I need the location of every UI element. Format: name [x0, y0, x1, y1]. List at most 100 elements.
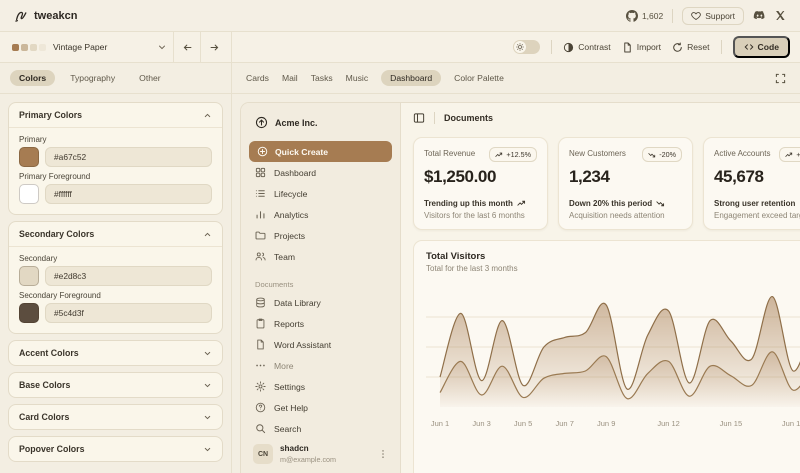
svg-text:Jun 1: Jun 1 [431, 419, 449, 428]
badge-value: +12.5% [796, 150, 800, 159]
sidebar-item-label: Settings [274, 382, 305, 392]
stat-card-total-revenue: Total Revenue +12.5% $1,250.00 Trending … [413, 137, 548, 230]
previous-theme-button[interactable] [174, 32, 200, 62]
tab-typography[interactable]: Typography [61, 70, 124, 86]
tab-mail[interactable]: Mail [282, 73, 298, 83]
footer-main-text: Down 20% this period [569, 199, 652, 208]
action-bar: Contrast Import Reset Code [232, 32, 800, 62]
svg-text:Jun 5: Jun 5 [514, 419, 532, 428]
svg-text:Jun 15: Jun 15 [720, 419, 743, 428]
color-field: #5c4d3f [19, 303, 212, 323]
field-label: Secondary [19, 254, 212, 263]
section-title: Base Colors [19, 380, 70, 390]
github-icon [626, 10, 638, 22]
trending-down-icon [648, 151, 656, 159]
sidebar-item-dashboard[interactable]: Dashboard [249, 162, 392, 183]
section-title: Accent Colors [19, 348, 79, 358]
quick-create-button[interactable]: Quick Create [249, 141, 392, 162]
import-button[interactable]: Import [622, 42, 661, 53]
org-name: Acme Inc. [275, 118, 318, 128]
ellipsis-vertical-icon[interactable] [378, 449, 388, 459]
sidebar-item-analytics[interactable]: Analytics [249, 204, 392, 225]
divider [721, 40, 722, 54]
theme-name: Vintage Paper [53, 42, 155, 52]
chevron-down-icon [203, 349, 212, 358]
tab-colors[interactable]: Colors [10, 70, 55, 86]
tab-music[interactable]: Music [346, 73, 368, 83]
popover-colors-header[interactable]: Popover Colors [9, 437, 222, 461]
secondary-foreground-swatch[interactable] [19, 303, 39, 323]
secondary-colors-header[interactable]: Secondary Colors [9, 222, 222, 247]
tab-dashboard[interactable]: Dashboard [381, 70, 441, 86]
base-colors-header[interactable]: Base Colors [9, 373, 222, 397]
sun-icon [516, 43, 524, 51]
primary-foreground-input[interactable]: #ffffff [45, 184, 212, 204]
sidebar-item-word-assistant[interactable]: Word Assistant [249, 334, 392, 355]
secondary-color-swatch[interactable] [19, 266, 39, 286]
color-editor-panel: Primary Colors Primary #a67c52 Primary F… [0, 94, 232, 473]
brand[interactable]: tweakcn [14, 9, 77, 23]
stat-value: 45,678 [714, 167, 800, 187]
fullscreen-button[interactable] [775, 73, 786, 84]
contrast-icon [563, 42, 574, 53]
card-colors-header[interactable]: Card Colors [9, 405, 222, 429]
primary-color-input[interactable]: #a67c52 [45, 147, 212, 167]
stat-label: New Customers [569, 147, 626, 158]
accent-colors-header[interactable]: Accent Colors [9, 341, 222, 365]
chevron-down-icon [157, 42, 167, 52]
discord-icon [753, 9, 766, 22]
light-dark-toggle[interactable] [513, 40, 540, 54]
secondary-foreground-input[interactable]: #5c4d3f [45, 303, 212, 323]
code-button[interactable]: Code [733, 36, 790, 58]
tab-tasks[interactable]: Tasks [311, 73, 333, 83]
sidebar-item-search[interactable]: Search [249, 418, 392, 439]
star-count: 1,602 [642, 11, 663, 21]
contrast-button[interactable]: Contrast [563, 42, 610, 53]
trending-up-icon [785, 151, 793, 159]
github-stars[interactable]: 1,602 [626, 10, 663, 22]
trend-badge: -20% [642, 147, 682, 162]
support-button[interactable]: Support [682, 7, 744, 25]
tab-color-palette[interactable]: Color Palette [454, 73, 504, 83]
panel-left-icon[interactable] [413, 112, 425, 124]
secondary-color-input[interactable]: #e2d8c3 [45, 266, 212, 286]
reset-button[interactable]: Reset [672, 42, 709, 53]
trending-up-icon [517, 199, 526, 208]
support-label: Support [705, 11, 735, 21]
sidebar-item-projects[interactable]: Projects [249, 225, 392, 246]
editor-tabs: Colors Typography Other [0, 63, 232, 93]
stat-value: $1,250.00 [424, 167, 537, 187]
page-title: Documents [444, 113, 493, 123]
stat-footer-main: Strong user retention [714, 199, 800, 208]
gear-icon [255, 381, 266, 392]
chevron-down-icon [203, 445, 212, 454]
field-label: Primary [19, 135, 212, 144]
discord-link[interactable] [753, 9, 766, 22]
theme-swatch-1 [12, 44, 19, 51]
sidebar-item-label: Reports [274, 319, 304, 329]
sidebar-item-more[interactable]: More [249, 355, 392, 376]
sidebar-item-data-library[interactable]: Data Library [249, 292, 392, 313]
sidebar-item-reports[interactable]: Reports [249, 313, 392, 334]
color-field: #ffffff [19, 184, 212, 204]
tab-cards[interactable]: Cards [246, 73, 269, 83]
primary-color-swatch[interactable] [19, 147, 39, 167]
x-twitter-link[interactable] [775, 10, 786, 21]
sidebar-item-lifecycle[interactable]: Lifecycle [249, 183, 392, 204]
primary-colors-header[interactable]: Primary Colors [9, 103, 222, 128]
arrow-left-icon [182, 42, 193, 53]
next-theme-button[interactable] [201, 32, 227, 62]
users-icon [255, 251, 266, 262]
heart-icon [691, 11, 701, 21]
card-colors-section: Card Colors [8, 404, 223, 430]
user-menu[interactable]: CN shadcn m@example.com [249, 439, 392, 467]
primary-foreground-swatch[interactable] [19, 184, 39, 204]
theme-preset-select[interactable]: Vintage Paper [10, 38, 173, 56]
sidebar-item-get-help[interactable]: Get Help [249, 397, 392, 418]
sidebar-item-team[interactable]: Team [249, 246, 392, 267]
top-bar: tweakcn 1,602 Support [0, 0, 800, 32]
sidebar-item-settings[interactable]: Settings [249, 376, 392, 397]
org-switcher[interactable]: Acme Inc. [249, 111, 392, 134]
svg-text:Jun 12: Jun 12 [657, 419, 680, 428]
tab-other[interactable]: Other [130, 70, 170, 86]
